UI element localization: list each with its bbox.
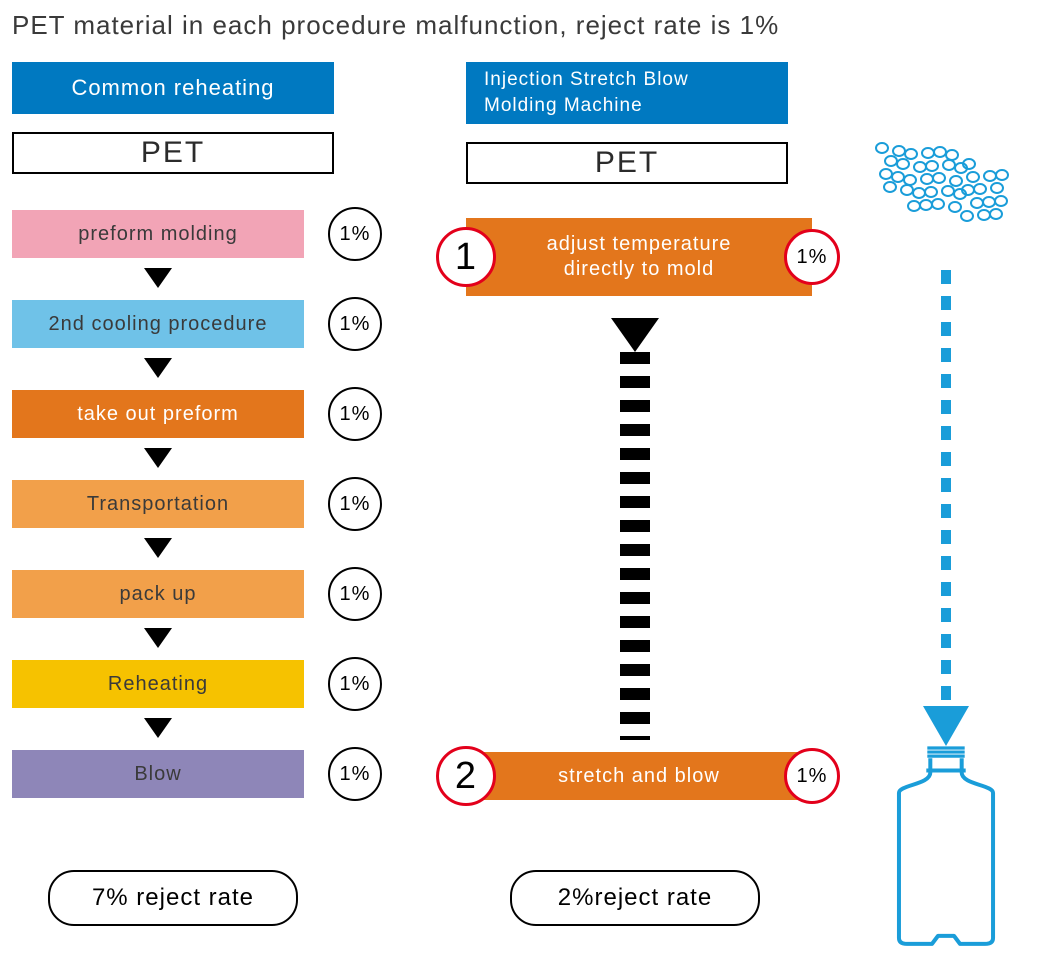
arrow-down-icon [144, 538, 172, 558]
right-pet-box: PET [466, 142, 788, 184]
right-header-line2: Molding Machine [484, 93, 689, 119]
step-number-1: 1 [436, 227, 496, 287]
percent-circle: 1% [328, 297, 382, 351]
left-step-bar: preform molding [12, 210, 304, 258]
left-header-label: Common reheating [71, 75, 274, 101]
left-pet-label: PET [141, 136, 205, 169]
percent-circle: 1% [328, 387, 382, 441]
left-step-bar: pack up [12, 570, 304, 618]
right-step1-line1: adjust temperature [547, 232, 732, 257]
arrow-down-icon [144, 718, 172, 738]
left-step-label: take out preform [77, 403, 239, 426]
step1-percent-circle: 1% [784, 229, 840, 285]
left-step-label: pack up [119, 583, 196, 606]
left-result: 7% reject rate [48, 870, 298, 926]
percent-circle: 1% [328, 747, 382, 801]
blue-dashed-arrow-icon [921, 270, 971, 750]
step-number-2: 2 [436, 746, 496, 806]
right-step2-label: stretch and blow [558, 765, 720, 788]
right-step-1: adjust temperature directly to mold [466, 218, 812, 296]
left-step-label: 2nd cooling procedure [49, 313, 268, 336]
left-header: Common reheating [12, 62, 334, 114]
left-step-label: Reheating [108, 673, 208, 696]
bottle-icon [890, 746, 1002, 950]
left-step-bar: take out preform [12, 390, 304, 438]
right-step1-line2: directly to mold [547, 257, 732, 282]
page-title: PET material in each procedure malfuncti… [12, 10, 779, 41]
left-step-label: Blow [134, 763, 181, 786]
left-pet-box: PET [12, 132, 334, 174]
right-header-line1: Injection Stretch Blow [484, 67, 689, 93]
arrow-down-icon [144, 448, 172, 468]
dashed-connector [620, 352, 650, 740]
right-result: 2%reject rate [510, 870, 760, 926]
right-result-label: 2%reject rate [558, 884, 712, 912]
left-step-bar: Blow [12, 750, 304, 798]
left-step-label: Transportation [87, 493, 229, 516]
percent-circle: 1% [328, 207, 382, 261]
percent-circle: 1% [328, 567, 382, 621]
right-pet-label: PET [595, 146, 659, 179]
arrow-down-icon [144, 628, 172, 648]
step2-percent-circle: 1% [784, 748, 840, 804]
pellets-icon [870, 140, 1030, 260]
right-header: Injection Stretch Blow Molding Machine [466, 62, 788, 124]
right-step-2: stretch and blow [466, 752, 812, 800]
percent-circle: 1% [328, 477, 382, 531]
big-arrow-icon [611, 318, 659, 352]
left-result-label: 7% reject rate [92, 884, 254, 912]
left-step-bar: Reheating [12, 660, 304, 708]
arrow-down-icon [144, 358, 172, 378]
percent-circle: 1% [328, 657, 382, 711]
arrow-down-icon [144, 268, 172, 288]
left-step-bar: Transportation [12, 480, 304, 528]
left-step-bar: 2nd cooling procedure [12, 300, 304, 348]
left-step-label: preform molding [78, 223, 238, 246]
